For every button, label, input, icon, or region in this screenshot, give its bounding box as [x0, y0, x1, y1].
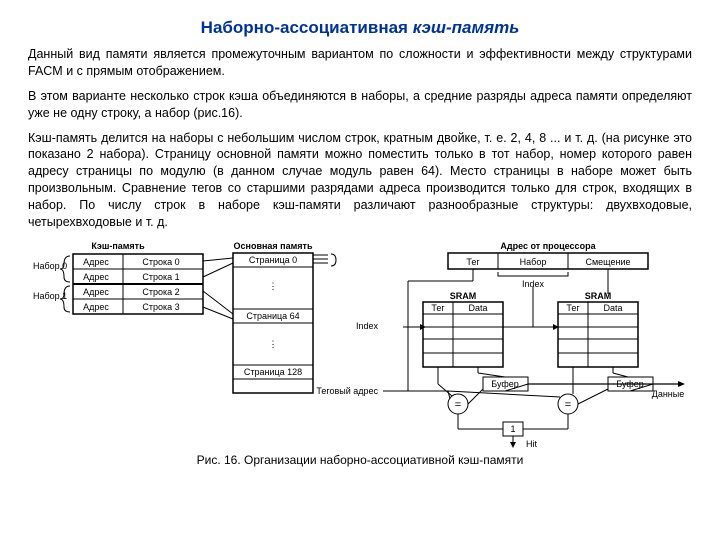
paragraph-3: Кэш-память делится на наборы с небольшим… — [28, 130, 692, 231]
label-hit: Hit — [526, 439, 537, 449]
svg-text:Строка 1: Строка 1 — [142, 272, 179, 282]
page-title: Наборно-ассоциативная кэш-память — [28, 18, 692, 38]
svg-text:Строка 0: Строка 0 — [142, 257, 179, 267]
label-data-out: Данные — [652, 389, 685, 399]
title-italic: кэш-память — [413, 18, 520, 37]
svg-text:Тег: Тег — [431, 303, 445, 313]
svg-text:Тег: Тег — [566, 303, 580, 313]
svg-text:=: = — [455, 399, 461, 411]
svg-text:SRAM: SRAM — [585, 291, 612, 301]
paragraph-1: Данный вид памяти является промежуточным… — [28, 46, 692, 80]
figure-caption: Рис. 16. Организации наборно-ассоциативн… — [28, 453, 692, 467]
svg-text:Адрес: Адрес — [83, 272, 109, 282]
title-prefix: Наборно-ассоциативная — [201, 18, 413, 37]
svg-text:Страница 64: Страница 64 — [246, 311, 299, 321]
svg-text:Data: Data — [603, 303, 622, 313]
svg-text:Страница 128: Страница 128 — [244, 367, 302, 377]
svg-text:1: 1 — [510, 424, 515, 434]
label-cache: Кэш-память — [91, 241, 145, 251]
svg-text:⋮: ⋮ — [269, 281, 278, 291]
svg-text:⋮: ⋮ — [269, 339, 278, 349]
svg-text:Буфер: Буфер — [491, 379, 519, 389]
svg-text:=: = — [565, 399, 571, 411]
svg-text:Data: Data — [468, 303, 487, 313]
svg-text:Строка 2: Строка 2 — [142, 287, 179, 297]
label-tag-addr: Теговый адрес — [316, 386, 378, 396]
svg-text:Адрес: Адрес — [83, 302, 109, 312]
paragraph-2: В этом варианте несколько строк кэша объ… — [28, 88, 692, 122]
svg-text:Index: Index — [356, 321, 379, 331]
svg-text:Смещение: Смещение — [585, 257, 630, 267]
svg-text:Тег: Тег — [466, 257, 480, 267]
figure-diagram: Кэш-память Адрес Строка 0 Адрес Строка 1… — [28, 239, 692, 449]
label-main: Основная память — [234, 241, 313, 251]
svg-text:SRAM: SRAM — [450, 291, 477, 301]
svg-text:Набор: Набор — [520, 257, 547, 267]
label-proc-addr: Адрес от процессора — [500, 241, 596, 251]
svg-text:Адрес: Адрес — [83, 257, 109, 267]
svg-text:Страница 0: Страница 0 — [249, 255, 297, 265]
svg-text:Адрес: Адрес — [83, 287, 109, 297]
svg-text:Строка 3: Строка 3 — [142, 302, 179, 312]
